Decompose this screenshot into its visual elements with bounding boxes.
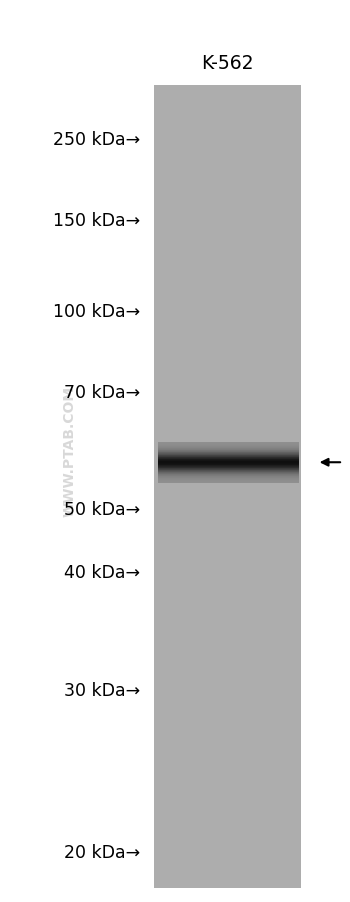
Text: K-562: K-562 [201, 53, 254, 73]
Text: 150 kDa→: 150 kDa→ [53, 212, 140, 230]
Bar [154, 86, 301, 888]
Text: 100 kDa→: 100 kDa→ [53, 302, 140, 320]
Text: 70 kDa→: 70 kDa→ [64, 383, 140, 401]
Text: 50 kDa→: 50 kDa→ [64, 501, 140, 519]
Text: 30 kDa→: 30 kDa→ [64, 681, 140, 699]
Text: WWW.PTAB.COM: WWW.PTAB.COM [63, 385, 77, 517]
Text: 40 kDa→: 40 kDa→ [64, 564, 140, 582]
Text: 20 kDa→: 20 kDa→ [64, 843, 140, 861]
Text: 250 kDa→: 250 kDa→ [53, 131, 140, 149]
